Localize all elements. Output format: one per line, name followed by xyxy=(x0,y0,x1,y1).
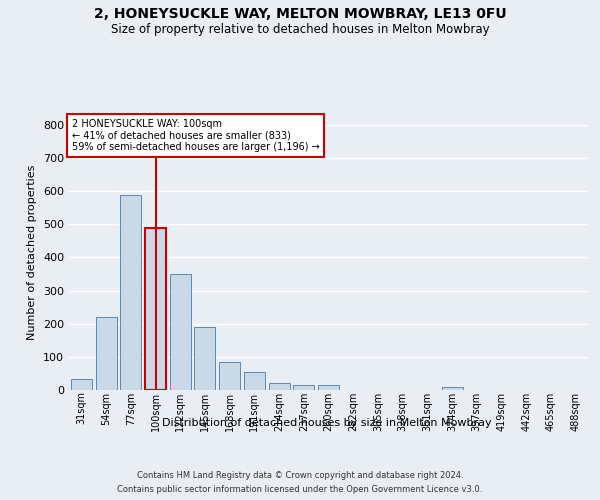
Text: Distribution of detached houses by size in Melton Mowbray: Distribution of detached houses by size … xyxy=(162,418,492,428)
Y-axis label: Number of detached properties: Number of detached properties xyxy=(28,165,37,340)
Bar xyxy=(145,228,166,390)
Text: 2 HONEYSUCKLE WAY: 100sqm
← 41% of detached houses are smaller (833)
59% of semi: 2 HONEYSUCKLE WAY: 100sqm ← 41% of detac… xyxy=(71,119,319,152)
Text: Contains public sector information licensed under the Open Government Licence v3: Contains public sector information licen… xyxy=(118,484,482,494)
Bar xyxy=(269,384,290,390)
Bar xyxy=(194,327,215,390)
Bar xyxy=(120,194,141,390)
Bar xyxy=(293,385,314,390)
Text: Contains HM Land Registry data © Crown copyright and database right 2024.: Contains HM Land Registry data © Crown c… xyxy=(137,472,463,480)
Bar xyxy=(95,317,116,390)
Bar xyxy=(318,385,339,390)
Text: 2, HONEYSUCKLE WAY, MELTON MOWBRAY, LE13 0FU: 2, HONEYSUCKLE WAY, MELTON MOWBRAY, LE13… xyxy=(94,8,506,22)
Text: Size of property relative to detached houses in Melton Mowbray: Size of property relative to detached ho… xyxy=(110,22,490,36)
Bar xyxy=(71,380,92,390)
Bar xyxy=(244,372,265,390)
Bar xyxy=(219,362,240,390)
Bar xyxy=(442,388,463,390)
Bar xyxy=(170,274,191,390)
